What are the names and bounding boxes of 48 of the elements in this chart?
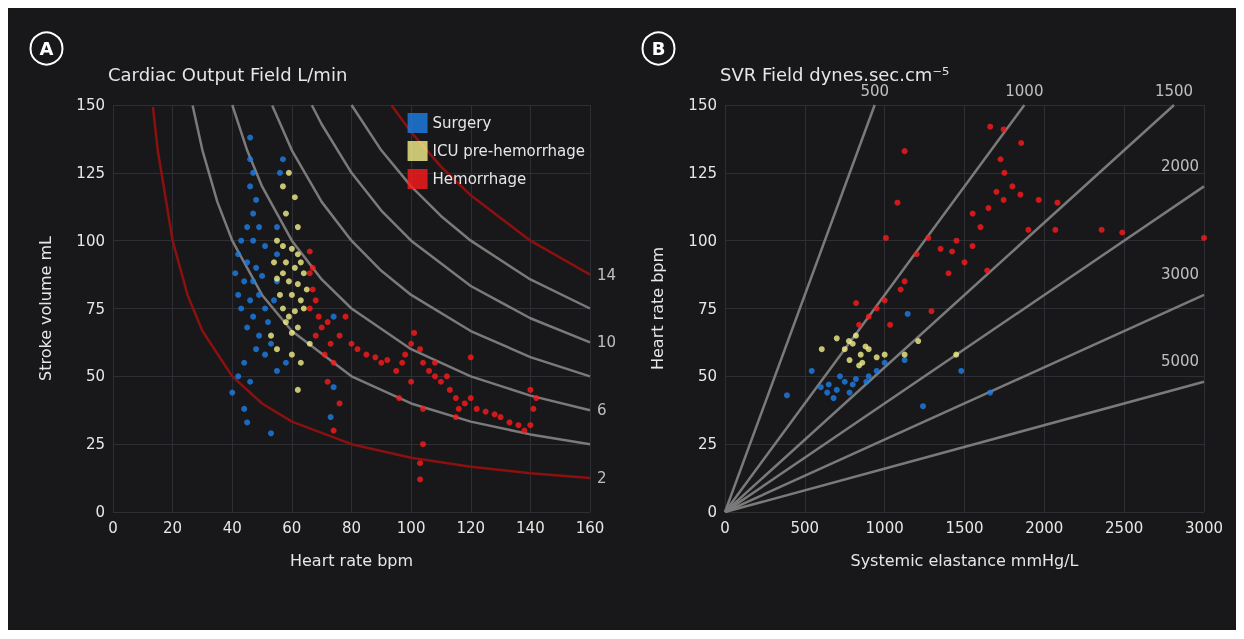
y-tick-label: 0: [95, 503, 105, 521]
x-tick-label: 1000: [865, 518, 904, 537]
x-axis-title: Systemic elastance mmHg/L: [850, 550, 1079, 570]
x-tick-label: 1500: [945, 518, 984, 537]
x-tick-label: 160: [575, 518, 605, 537]
x-tick-label: 0: [720, 518, 730, 537]
y-tick-label: 25: [85, 435, 105, 454]
x-tick-label: 80: [341, 518, 362, 537]
annotation: 10: [597, 333, 617, 352]
legend-label: ICU pre-hemorrhage: [432, 142, 586, 160]
x-tick-label: 0: [108, 518, 118, 537]
chart-title: Cardiac Output Field L/min: [108, 63, 348, 85]
x-tick-label: 60: [282, 518, 302, 537]
y-tick-label: 125: [688, 163, 717, 182]
x-axis-title: Heart rate bpm: [289, 550, 414, 570]
x-tick-label: 20: [163, 518, 183, 537]
x-tick-label: 2000: [1025, 518, 1064, 537]
x-tick-label: 120: [456, 518, 486, 537]
x-tick-label: 40: [222, 518, 242, 537]
y-axis-title: Stroke volume mL: [35, 235, 55, 381]
text: A: [39, 38, 54, 59]
text: B: [651, 38, 666, 59]
annotation: 6: [597, 401, 607, 420]
x-tick-label: 500: [790, 518, 820, 537]
y-tick-label: 150: [688, 96, 717, 114]
x-tick-label: 100: [396, 518, 426, 537]
x-tick-label: 3000: [1184, 518, 1224, 537]
x-tick-label: 140: [516, 518, 545, 537]
legend-label: Surgery: [432, 114, 492, 132]
y-tick-label: 150: [76, 96, 105, 114]
annotation: 5000: [1160, 352, 1200, 371]
y-tick-label: 25: [697, 435, 717, 454]
y-tick-label: 100: [76, 231, 105, 250]
annotation: 14: [597, 265, 617, 284]
x-tick-label: 2500: [1105, 518, 1144, 537]
annotation: 1000: [1005, 81, 1044, 100]
y-axis-title: Heart rate bpm: [647, 246, 667, 371]
y-tick-label: 125: [76, 163, 105, 182]
y-tick-label: 50: [85, 367, 105, 386]
annotation: 1500: [1154, 81, 1194, 100]
y-tick-label: 75: [697, 299, 717, 318]
y-tick-label: 50: [697, 367, 717, 386]
annotation: 3000: [1160, 265, 1200, 284]
y-tick-label: 100: [688, 231, 717, 250]
annotation: 2: [597, 469, 607, 488]
y-tick-label: 75: [85, 299, 105, 318]
y-tick-label: 0: [707, 503, 717, 521]
annotation: 2000: [1160, 156, 1200, 175]
